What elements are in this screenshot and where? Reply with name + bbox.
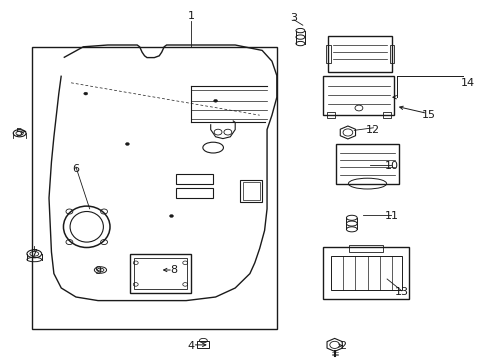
Circle shape xyxy=(170,215,173,217)
Text: 6: 6 xyxy=(73,164,79,174)
Bar xyxy=(176,188,213,198)
Text: 10: 10 xyxy=(385,161,399,171)
Text: 8: 8 xyxy=(171,265,177,275)
Bar xyxy=(383,112,391,118)
Text: 2: 2 xyxy=(340,341,346,351)
Bar xyxy=(176,174,213,184)
Text: 12: 12 xyxy=(366,125,379,135)
Text: 4: 4 xyxy=(188,341,195,351)
Text: 11: 11 xyxy=(385,211,399,221)
Bar xyxy=(134,258,187,289)
Text: 5: 5 xyxy=(15,128,22,138)
Text: 1: 1 xyxy=(188,11,195,21)
Bar xyxy=(240,180,262,202)
Circle shape xyxy=(84,92,88,95)
Text: 13: 13 xyxy=(395,287,409,297)
Bar xyxy=(336,144,399,184)
Bar xyxy=(323,76,394,115)
Bar xyxy=(32,47,277,329)
Text: 14: 14 xyxy=(461,78,475,88)
Text: 7: 7 xyxy=(30,249,37,259)
Bar xyxy=(323,247,409,299)
Circle shape xyxy=(125,143,129,145)
Circle shape xyxy=(214,99,218,102)
Bar xyxy=(328,36,392,72)
Text: 9: 9 xyxy=(95,266,101,276)
Bar xyxy=(349,245,384,252)
Bar xyxy=(327,112,335,118)
Bar xyxy=(197,341,209,348)
Text: 15: 15 xyxy=(422,110,436,120)
Bar xyxy=(243,182,260,200)
Text: 3: 3 xyxy=(291,13,297,23)
Bar xyxy=(130,254,191,293)
Bar xyxy=(390,45,394,63)
Bar xyxy=(326,45,331,63)
Bar xyxy=(331,256,402,290)
